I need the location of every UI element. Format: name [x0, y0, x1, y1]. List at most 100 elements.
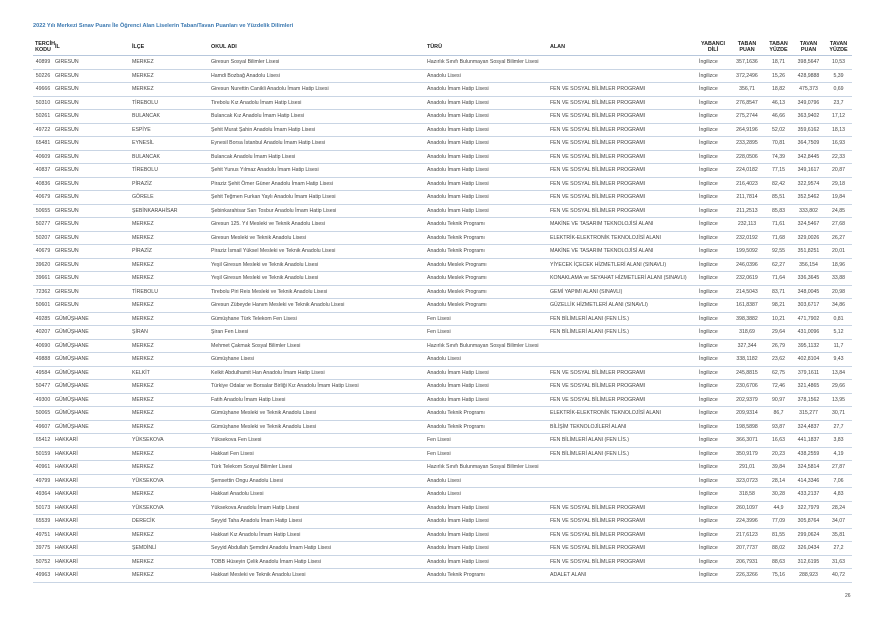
cell-yabanci-dili: İngilizce	[697, 298, 729, 313]
cell-yabanci-dili: İngilizce	[697, 109, 729, 124]
cell-taban-puan: 206,7931	[729, 555, 765, 569]
cell-tavan-yuzde: 10,53	[825, 55, 852, 70]
cell-il: GIRESUN	[53, 271, 130, 286]
cell-tercih-kodu: 49300	[33, 393, 53, 407]
cell-turu: Anadolu İmam Hatip Lisesi	[425, 109, 548, 124]
cell-tercih-kodu: 40837	[33, 163, 53, 178]
cell-okul-adi: Yüksekova Fen Lisesi	[209, 433, 425, 448]
cell-yabanci-dili: İngilizce	[697, 285, 729, 299]
cell-ilce: MERKEZ	[130, 55, 209, 70]
cell-il: GÜMÜŞHANE	[53, 352, 130, 367]
cell-okul-adi: Piraziz İsmail Yüksel Mesleki ve Teknik …	[209, 244, 425, 259]
cell-tavan-yuzde: 11,7	[825, 339, 852, 353]
cell-turu: Anadolu İmam Hatip Lisesi	[425, 177, 548, 191]
cell-taban-puan: 350,9179	[729, 447, 765, 461]
table-row: 50173 HAKKARİ YÜKSEKOVA Yüksekova Anadolu İ…	[33, 501, 852, 515]
cell-taban-yuzde: 86,7	[765, 406, 792, 421]
cell-tavan-puan: 359,6162	[792, 123, 825, 137]
cell-taban-puan: 216,4023	[729, 177, 765, 191]
cell-tercih-kodu: 49963	[33, 568, 53, 583]
cell-tavan-yuzde: 27,87	[825, 460, 852, 475]
cell-yabanci-dili: İngilizce	[697, 514, 729, 529]
cell-taban-puan: 232,0192	[729, 231, 765, 245]
cell-yabanci-dili: İngilizce	[697, 123, 729, 137]
cell-yabanci-dili: İngilizce	[697, 312, 729, 326]
cell-tavan-yuzde: 18,96	[825, 258, 852, 272]
cell-ilce: MERKEZ	[130, 555, 209, 569]
cell-ilce: YÜKSEKOVA	[130, 474, 209, 488]
cell-yabanci-dili: İngilizce	[697, 366, 729, 380]
cell-tavan-yuzde: 13,95	[825, 393, 852, 407]
cell-ilce: ŞEBİNKARAHİSAR	[130, 204, 209, 218]
table-row: 49666 GIRESUN MERKEZ Giresun Nurettin Canik…	[33, 82, 852, 97]
cell-alan: FEN VE SOSYAL BİLİMLER PROGRAMI	[548, 123, 697, 137]
cell-taban-puan: 214,5043	[729, 285, 765, 299]
cell-tavan-puan: 402,8104	[792, 352, 825, 367]
cell-tavan-yuzde: 13,84	[825, 366, 852, 380]
cell-alan: ELEKTRİK-ELEKTRONİK TEKNOLOJİSİ ALANI	[548, 406, 697, 421]
cell-tavan-puan: 351,8251	[792, 244, 825, 259]
cell-okul-adi: Tirebolu Piri Reis Mesleki ve Teknik Ana…	[209, 285, 425, 299]
table-row: 50226 GIRESUN MERKEZ Hamdi Bozbağ Anadolu L…	[33, 69, 852, 83]
cell-ilce: PİRAZİZ	[130, 244, 209, 259]
cell-ilce: MERKEZ	[130, 528, 209, 542]
table-row: 50655 GIRESUN ŞEBİNKARAHİSAR Şebinkarahisar…	[33, 204, 852, 218]
column-header-yabanci-dili: YABANCI DİLİ	[697, 38, 729, 56]
cell-ilce: TİREBOLU	[130, 96, 209, 110]
cell-turu: Anadolu İmam Hatip Lisesi	[425, 528, 548, 542]
cell-tavan-puan: 321,4865	[792, 379, 825, 394]
cell-il: GIRESUN	[53, 150, 130, 164]
column-header-turu: TÜRÜ	[425, 38, 548, 56]
cell-il: GIRESUN	[53, 136, 130, 151]
cell-turu: Anadolu Lisesi	[425, 352, 548, 367]
cell-turu: Anadolu Meslek Programı	[425, 258, 548, 272]
cell-tavan-yuzde: 4,19	[825, 447, 852, 461]
cell-turu: Anadolu Meslek Programı	[425, 298, 548, 313]
cell-taban-puan: 327,344	[729, 339, 765, 353]
cell-okul-adi: Bulancak Kız Anadolu İmam Hatip Lisesi	[209, 109, 425, 124]
cell-turu: Fen Lisesi	[425, 325, 548, 340]
cell-il: GIRESUN	[53, 55, 130, 70]
cell-alan: FEN VE SOSYAL BİLİMLER PROGRAMI	[548, 190, 697, 205]
cell-il: HAKKARİ	[53, 501, 130, 515]
cell-ilce: MERKEZ	[130, 352, 209, 367]
cell-alan: YİYECEK İÇECEK HİZMETLERİ ALANI (SINAVLI…	[548, 258, 697, 272]
cell-tavan-puan: 471,7902	[792, 312, 825, 326]
cell-il: HAKKARİ	[53, 541, 130, 556]
cell-yabanci-dili: İngilizce	[697, 433, 729, 448]
cell-turu: Hazırlık Sınıfı Bulunmayan Sosyal Biliml…	[425, 55, 548, 70]
cell-ilce: GÖRELE	[130, 190, 209, 205]
cell-okul-adi: Gümüşhane Türk Telekom Fen Lisesi	[209, 312, 425, 326]
cell-ilce: MERKEZ	[130, 447, 209, 461]
cell-tercih-kodu: 50159	[33, 447, 53, 461]
cell-il: GIRESUN	[53, 69, 130, 83]
cell-taban-yuzde: 88,02	[765, 541, 792, 556]
table-row: 50601 GIRESUN MERKEZ Giresun Zübeyde Hanım …	[33, 298, 852, 313]
cell-yabanci-dili: İngilizce	[697, 420, 729, 434]
cell-tavan-puan: 315,277	[792, 406, 825, 421]
cell-tercih-kodu: 49799	[33, 474, 53, 488]
cell-taban-yuzde: 83,71	[765, 285, 792, 299]
cell-taban-puan: 224,3996	[729, 514, 765, 529]
table-row: 50207 GIRESUN MERKEZ Giresun Mesleki ve Tek…	[33, 231, 852, 245]
table-row: 49300 GÜMÜŞHANE MERKEZ Fatih Anadolu İmam H…	[33, 393, 852, 407]
cell-yabanci-dili: İngilizce	[697, 568, 729, 583]
cell-il: HAKKARİ	[53, 447, 130, 461]
cell-taban-puan: 230,6706	[729, 379, 765, 394]
cell-taban-yuzde: 82,42	[765, 177, 792, 191]
cell-taban-yuzde: 16,63	[765, 433, 792, 448]
cell-taban-puan: 366,3071	[729, 433, 765, 448]
cell-taban-yuzde: 26,79	[765, 339, 792, 353]
cell-il: HAKKARİ	[53, 514, 130, 529]
cell-il: HAKKARİ	[53, 487, 130, 502]
cell-taban-puan: 357,1636	[729, 55, 765, 70]
cell-tavan-puan: 299,0624	[792, 528, 825, 542]
cell-tavan-puan: 326,0434	[792, 541, 825, 556]
cell-tavan-puan: 414,3346	[792, 474, 825, 488]
cell-il: GIRESUN	[53, 204, 130, 218]
cell-tavan-yuzde: 34,86	[825, 298, 852, 313]
cell-tavan-puan: 431,0096	[792, 325, 825, 340]
cell-turu: Anadolu İmam Hatip Lisesi	[425, 501, 548, 515]
cell-alan	[548, 339, 697, 353]
cell-tavan-yuzde: 30,71	[825, 406, 852, 421]
